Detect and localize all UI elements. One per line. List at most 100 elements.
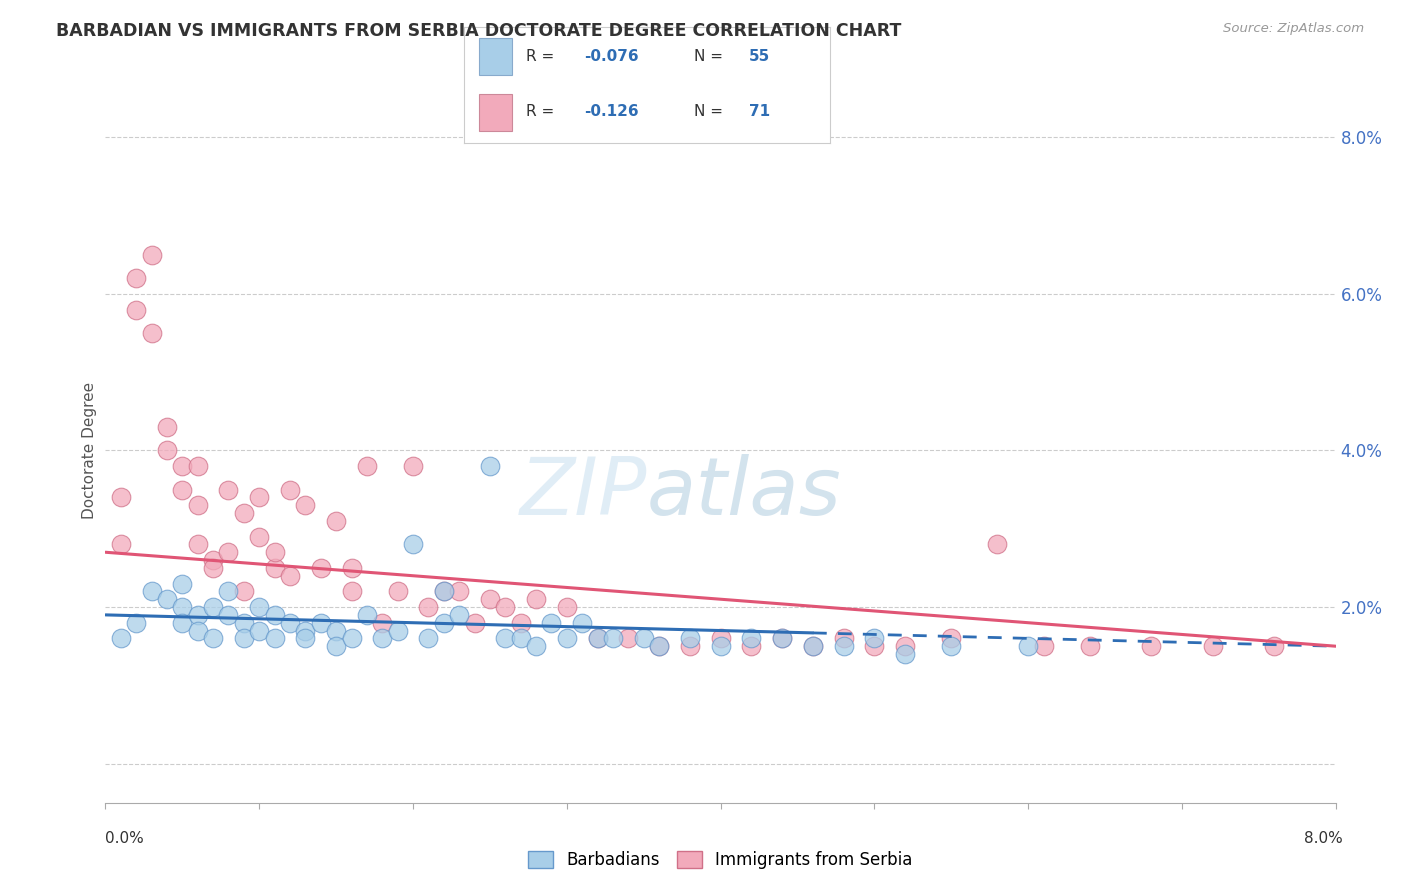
Point: [172, 615, 194, 630]
Point: [433, 584, 456, 599]
Point: [278, 568, 301, 582]
Point: [1032, 639, 1054, 653]
Point: [218, 584, 240, 599]
Text: ZIP: ZIP: [519, 454, 647, 532]
Point: [294, 632, 316, 646]
Point: [832, 639, 855, 653]
Point: [648, 639, 671, 653]
Point: [294, 624, 316, 638]
Point: [740, 632, 762, 646]
Point: [449, 584, 471, 599]
Point: [801, 639, 824, 653]
Point: [1201, 639, 1223, 653]
Text: N =: N =: [695, 104, 728, 120]
Text: atlas: atlas: [647, 454, 842, 532]
Text: -0.076: -0.076: [585, 49, 640, 64]
Point: [433, 615, 456, 630]
Point: [202, 600, 225, 615]
Point: [1263, 639, 1285, 653]
Point: [340, 632, 363, 646]
Point: [863, 632, 886, 646]
Point: [371, 632, 394, 646]
Point: [494, 632, 516, 646]
Point: [141, 248, 163, 262]
Point: [356, 607, 378, 622]
Point: [478, 592, 501, 607]
Point: [464, 615, 486, 630]
Point: [986, 537, 1008, 551]
Point: [218, 545, 240, 559]
Point: [232, 632, 254, 646]
Point: [202, 553, 225, 567]
Point: [770, 632, 793, 646]
Point: [172, 483, 194, 497]
Point: [402, 459, 425, 474]
Point: [509, 632, 531, 646]
Point: [125, 615, 148, 630]
Legend: Barbadians, Immigrants from Serbia: Barbadians, Immigrants from Serbia: [522, 844, 920, 876]
Point: [770, 632, 793, 646]
Point: [633, 632, 655, 646]
Bar: [478, 38, 512, 76]
Point: [263, 607, 285, 622]
Text: 0.0%: 0.0%: [105, 831, 145, 846]
Point: [125, 302, 148, 317]
Point: [941, 639, 963, 653]
Point: [325, 639, 347, 653]
Point: [325, 624, 347, 638]
Point: [509, 615, 531, 630]
Point: [418, 600, 440, 615]
Point: [247, 600, 270, 615]
Point: [555, 600, 578, 615]
Point: [156, 592, 179, 607]
Point: [586, 632, 609, 646]
Text: -0.126: -0.126: [585, 104, 640, 120]
Point: [156, 420, 179, 434]
Point: [187, 498, 209, 512]
Point: [156, 443, 179, 458]
Point: [187, 537, 209, 551]
Point: [433, 584, 456, 599]
Point: [202, 632, 225, 646]
Point: [278, 615, 301, 630]
Point: [232, 506, 254, 520]
Point: [540, 615, 562, 630]
Point: [494, 600, 516, 615]
Point: [263, 632, 285, 646]
Text: N =: N =: [695, 49, 728, 64]
Point: [801, 639, 824, 653]
Point: [263, 561, 285, 575]
Point: [555, 632, 578, 646]
Point: [263, 545, 285, 559]
Point: [125, 271, 148, 285]
Point: [325, 514, 347, 528]
Point: [172, 600, 194, 615]
Point: [402, 537, 425, 551]
Point: [110, 632, 132, 646]
Bar: [478, 94, 512, 131]
Point: [832, 632, 855, 646]
Point: [247, 530, 270, 544]
Point: [617, 632, 640, 646]
Point: [586, 632, 609, 646]
Point: [110, 537, 132, 551]
Point: [524, 639, 547, 653]
Point: [141, 326, 163, 340]
Point: [449, 607, 471, 622]
Point: [187, 459, 209, 474]
Point: [247, 491, 270, 505]
Point: [478, 459, 501, 474]
Point: [278, 483, 301, 497]
Point: [294, 498, 316, 512]
Point: [648, 639, 671, 653]
Point: [710, 632, 733, 646]
Point: [941, 632, 963, 646]
Point: [418, 632, 440, 646]
Point: [894, 647, 917, 661]
Point: [679, 639, 702, 653]
Point: [110, 491, 132, 505]
Point: [371, 615, 394, 630]
Point: [218, 607, 240, 622]
Point: [571, 615, 593, 630]
Text: 55: 55: [749, 49, 770, 64]
